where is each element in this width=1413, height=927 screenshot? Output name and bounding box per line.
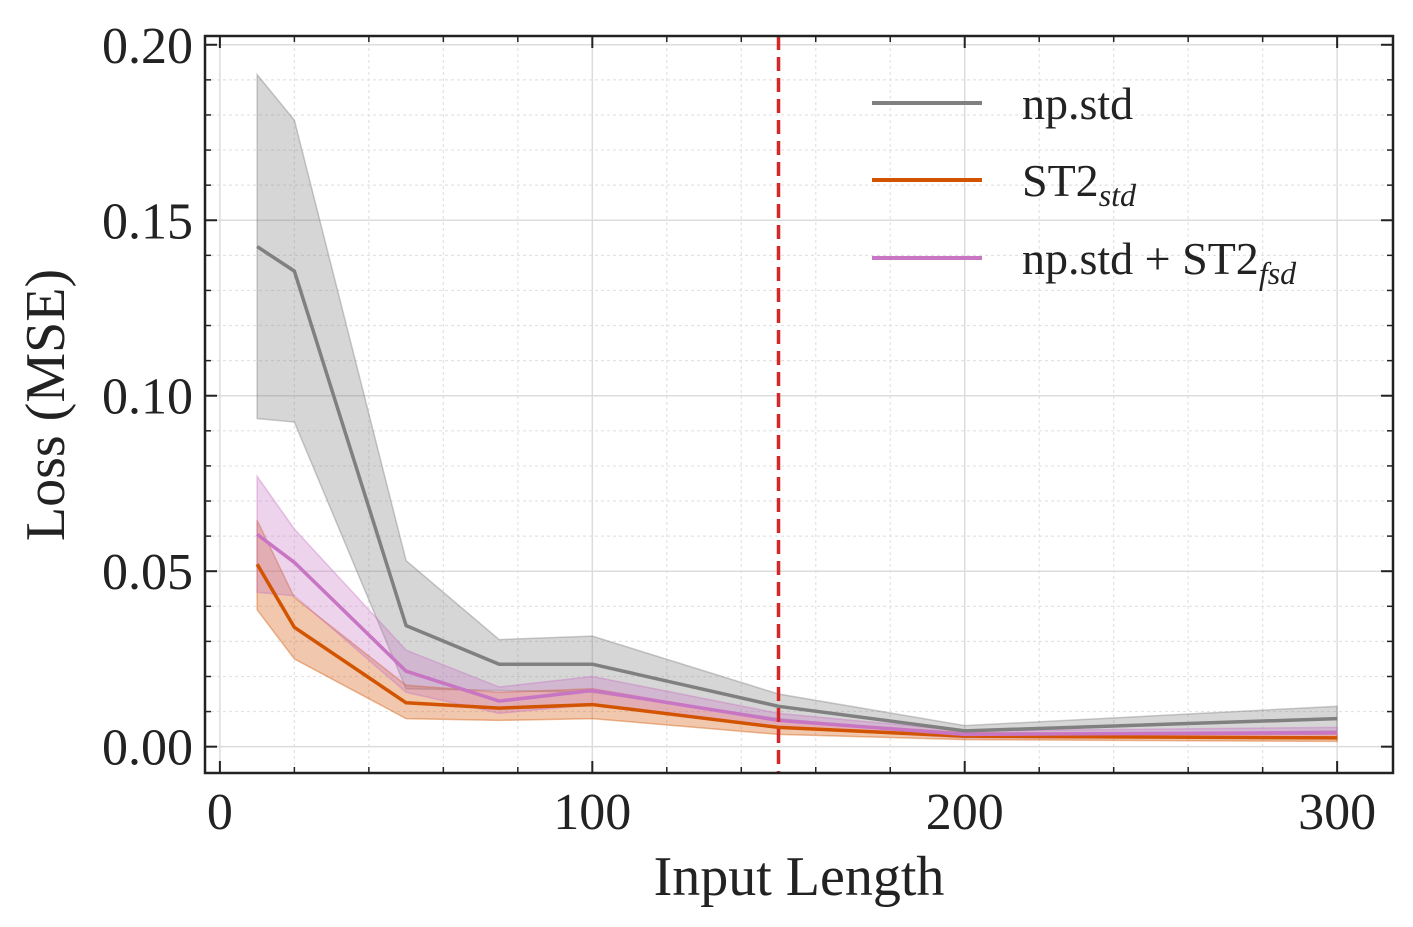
y-tick-label: 0.20 bbox=[102, 18, 193, 75]
x-tick-label: 100 bbox=[553, 784, 631, 841]
grid bbox=[205, 36, 1393, 773]
confidence-bands bbox=[256, 72, 1338, 743]
plot-frame bbox=[203, 34, 1395, 775]
y-tick-label: 0.05 bbox=[102, 544, 193, 601]
band-series-0 bbox=[256, 72, 1338, 737]
x-tick-label: 200 bbox=[926, 784, 1004, 841]
legend: np.std ST2std np.std + ST2fsd bbox=[872, 78, 1297, 291]
line-series-0 bbox=[256, 245, 1338, 733]
y-axis-title: Loss (MSE) bbox=[15, 269, 77, 541]
tick-labels: 0 100 200 300 0.00 0.05 0.10 0.15 0.20 bbox=[102, 18, 1376, 841]
series-lines bbox=[255, 245, 1338, 740]
legend-label-1: ST2std bbox=[1022, 155, 1137, 213]
axis-ticks bbox=[205, 36, 1393, 773]
legend-label-2: np.std + ST2fsd bbox=[1022, 233, 1297, 291]
y-tick-label: 0.15 bbox=[102, 193, 193, 250]
line-series-2 bbox=[256, 532, 1338, 737]
x-tick-label: 300 bbox=[1298, 784, 1376, 841]
line-series-1 bbox=[255, 563, 1338, 740]
y-tick-label: 0.10 bbox=[102, 369, 193, 426]
x-axis-title: Input Length bbox=[654, 846, 945, 908]
y-tick-label: 0.00 bbox=[102, 720, 193, 777]
x-tick-label: 0 bbox=[207, 784, 233, 841]
legend-label-0: np.std bbox=[1022, 78, 1133, 129]
